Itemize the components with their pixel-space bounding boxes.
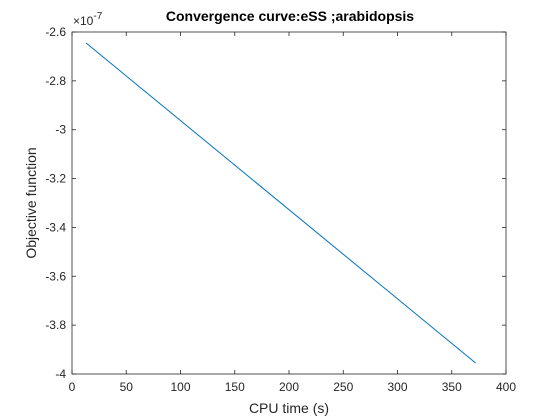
x-tick-label: 150	[225, 380, 245, 394]
x-tick-label: 400	[496, 380, 516, 394]
y-exponent: ×10-7	[73, 11, 103, 28]
y-axis-label: Objective function	[23, 147, 39, 258]
x-axis-label: CPU time (s)	[249, 400, 329, 416]
x-tick-label: 250	[333, 380, 353, 394]
y-tick-label: -2.6	[45, 25, 66, 39]
y-tick-label: -3.4	[45, 220, 66, 234]
x-tick-label: 50	[120, 380, 134, 394]
y-exponent-base: ×10	[73, 14, 94, 28]
x-tick-label: 350	[442, 380, 462, 394]
svg-text:×10-7: ×10-7	[73, 11, 103, 28]
series-layer	[85, 42, 476, 364]
y-tick-label: -3.6	[45, 269, 66, 283]
x-tick-label: 100	[170, 380, 190, 394]
x-axis-ticks: 0 50 100 150 200 250 300 350 400	[69, 32, 516, 394]
y-tick-label: -2.8	[45, 74, 66, 88]
chart-title: Convergence curve:eSS ;arabidopsis	[166, 8, 414, 24]
y-exponent-power: -7	[93, 11, 102, 22]
y-axis-ticks: -4 -3.8 -3.6 -3.4 -3.2 -3 -2.8 -2.6	[45, 25, 506, 381]
y-tick-label: -3	[55, 123, 66, 137]
plot-area	[72, 32, 506, 374]
x-tick-label: 200	[279, 380, 299, 394]
x-tick-label: 0	[69, 380, 76, 394]
x-tick-label: 300	[387, 380, 407, 394]
y-tick-label: -3.2	[45, 172, 66, 186]
series-line-0	[85, 42, 476, 364]
axes-box	[71, 31, 507, 375]
y-tick-label: -3.8	[45, 318, 66, 332]
y-tick-label: -4	[55, 367, 66, 381]
